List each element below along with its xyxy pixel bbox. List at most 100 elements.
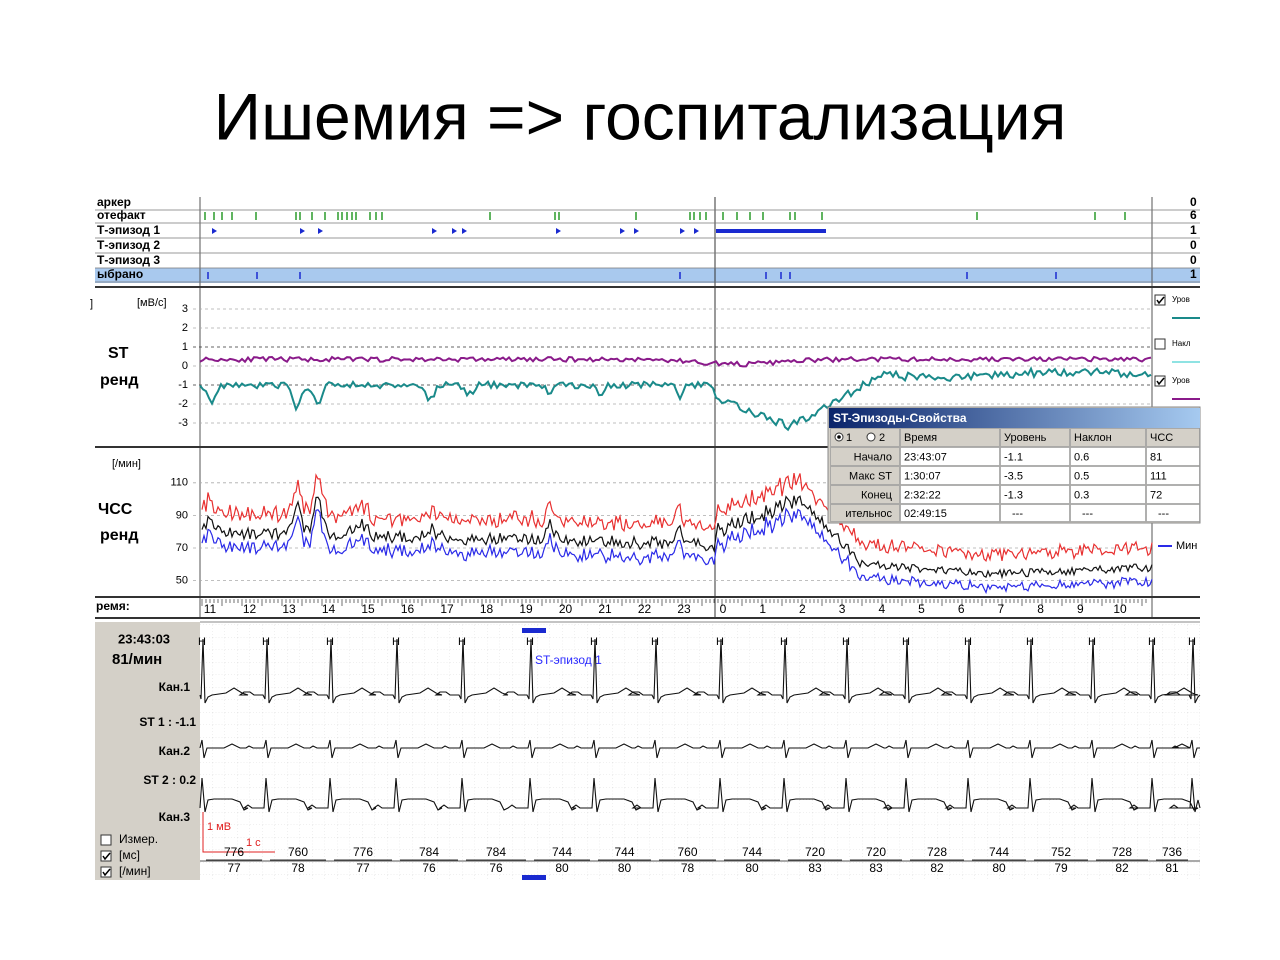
table-value: 23:43:07 [904, 451, 947, 463]
y-tick-label: 110 [170, 477, 188, 489]
episode-arrow [300, 228, 305, 234]
beat-label: Н [780, 636, 788, 648]
check [1156, 296, 1165, 305]
table-cell [900, 428, 1000, 447]
beat-rate: 83 [869, 861, 883, 875]
table-cell [900, 504, 1000, 522]
rr-interval: 744 [552, 845, 572, 859]
beat-label: Н [902, 636, 910, 648]
row-header: Макс ST [849, 470, 892, 482]
row-header: ительнос [845, 508, 892, 520]
beat-label: Н [1188, 636, 1196, 648]
time-label: ремя: [96, 599, 130, 613]
beat-rate: 76 [489, 861, 503, 875]
beat-label: Н [526, 636, 534, 648]
episode-arrow [680, 228, 685, 234]
table-cell [1070, 485, 1146, 504]
episode-marker [522, 875, 546, 880]
beat-label: Н [1026, 636, 1034, 648]
rr-interval: 776 [353, 845, 373, 859]
ecg-rate: 81/мин [112, 651, 162, 668]
hr-min-trace [201, 507, 1153, 595]
rr-interval: 720 [805, 845, 825, 859]
episode-marker [522, 628, 546, 633]
channel-label: Кан.2 [159, 744, 191, 758]
table-cell [900, 447, 1000, 466]
episode-arrow [432, 228, 437, 234]
event-label: Т-эпизод 2 [97, 238, 160, 252]
panel-label: ЧСС [98, 501, 133, 518]
column-header: ЧСС [1150, 432, 1173, 444]
time-tick-label: 4 [878, 602, 885, 616]
table-cell [1070, 504, 1146, 522]
beat-label: Н [326, 636, 334, 648]
table-cell [830, 428, 900, 447]
episode-arrow [694, 228, 699, 234]
table-value: 81 [1150, 451, 1162, 463]
radio-dot [837, 435, 841, 439]
y-tick-label: 1 [182, 341, 188, 353]
scale-label: 1 мВ [207, 821, 231, 833]
table-value: -3.5 [1004, 470, 1023, 482]
unit-label: ] [90, 298, 93, 310]
table-value: 0.5 [1074, 470, 1089, 482]
time-tick-label: 3 [839, 602, 846, 616]
beat-label: Н [262, 636, 270, 648]
episode-bar [716, 229, 826, 233]
beat-rate: 81 [1165, 861, 1179, 875]
beat-rate: 80 [992, 861, 1006, 875]
table-cell [1000, 447, 1070, 466]
time-tick-label: 18 [480, 602, 494, 616]
time-tick-label: 1 [759, 602, 766, 616]
table-value: 0.6 [1074, 451, 1089, 463]
table-cell [900, 485, 1000, 504]
table-value: --- [1082, 508, 1093, 520]
time-tick-label: 17 [440, 602, 454, 616]
checkbox-label: Измер. [119, 832, 158, 846]
column-header: Наклон [1074, 432, 1112, 444]
check [102, 852, 111, 861]
event-count: 1 [1190, 223, 1197, 237]
time-tick-label: 12 [243, 602, 257, 616]
episode-arrow [556, 228, 561, 234]
table-value: --- [1012, 508, 1023, 520]
time-tick-label: 22 [638, 602, 652, 616]
episode-arrow [318, 228, 323, 234]
beat-rate: 80 [555, 861, 569, 875]
st-label: ST 2 : 0.2 [143, 773, 196, 787]
y-tick-label: -2 [178, 398, 188, 410]
column-header: Уровень [1004, 432, 1047, 444]
ecg-grid [200, 622, 1200, 880]
table-value: 2:32:22 [904, 489, 941, 501]
rr-interval: 752 [1051, 845, 1071, 859]
table-cell [1000, 504, 1070, 522]
event-label: аркер [97, 195, 131, 209]
time-tick-label: 0 [720, 602, 727, 616]
episode-arrow [452, 228, 457, 234]
beat-rate: 82 [930, 861, 944, 875]
episode-arrow [462, 228, 467, 234]
time-tick-label: 8 [1037, 602, 1044, 616]
time-tick-label: 7 [998, 602, 1005, 616]
rr-interval: 784 [486, 845, 506, 859]
time-tick-label: 19 [519, 602, 533, 616]
table-value: 1:30:07 [904, 470, 941, 482]
rr-interval: 744 [614, 845, 634, 859]
event-label: ыбрано [97, 267, 143, 281]
scale-label: 1 с [246, 837, 261, 849]
hr-mean-trace [201, 495, 1153, 580]
event-count: 0 [1190, 238, 1197, 252]
time-tick-label: 11 [204, 602, 217, 616]
event-label: Т-эпизод 1 [97, 223, 160, 237]
channel-label: Кан.1 [159, 680, 191, 694]
beat-rate: 77 [356, 861, 370, 875]
beat-label: Н [651, 636, 659, 648]
ecg-side-panel [95, 622, 200, 880]
checkbox [100, 834, 112, 846]
table-cell [1070, 447, 1146, 466]
time-tick-label: 13 [282, 602, 296, 616]
beat-label: Н [458, 636, 466, 648]
radio-label: 2 [879, 432, 885, 444]
table-value: 72 [1150, 489, 1162, 501]
slide-title: Ишемия => госпитализация [214, 79, 1067, 153]
